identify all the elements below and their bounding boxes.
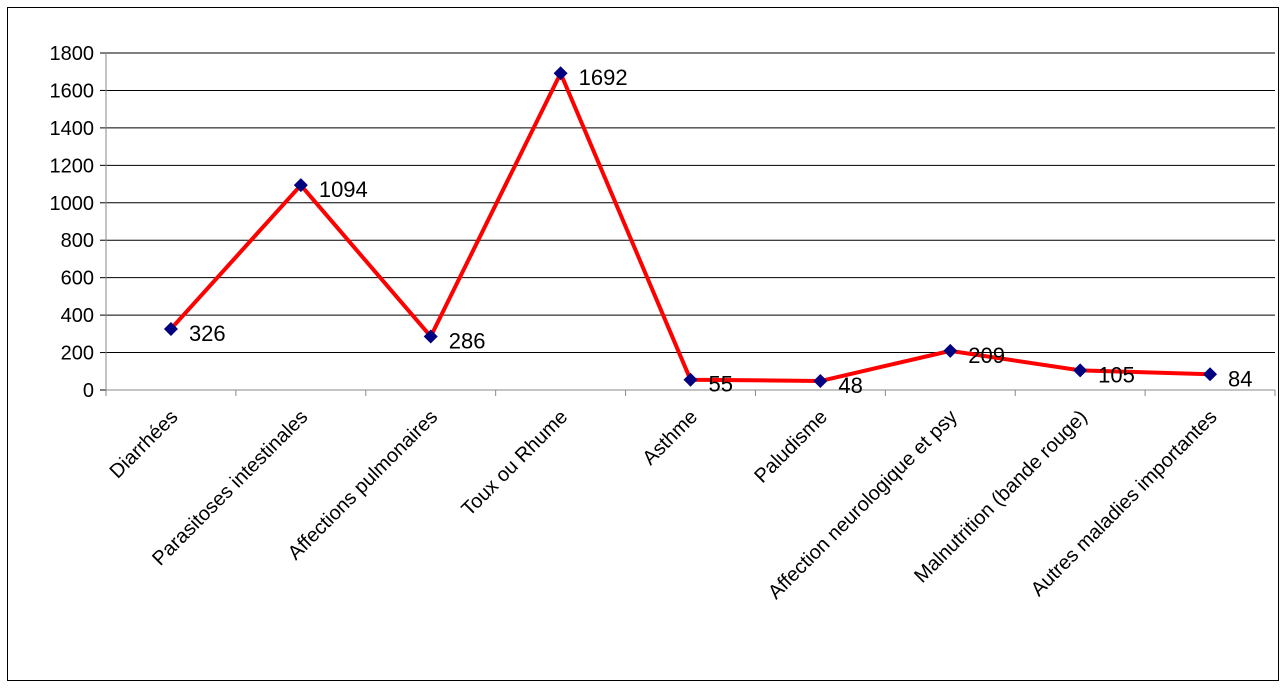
y-tick-label: 0 xyxy=(83,380,94,402)
data-point-marker xyxy=(163,321,178,336)
data-label: 1094 xyxy=(319,177,368,202)
data-point-marker xyxy=(423,329,438,344)
series-line-layer xyxy=(169,71,1211,384)
data-point-marker xyxy=(553,66,568,81)
data-point-marker xyxy=(813,374,828,389)
series-line xyxy=(169,71,1211,384)
y-tick-label: 800 xyxy=(61,230,94,252)
data-label: 286 xyxy=(449,328,486,353)
chart-frame: 0 200 400 600 800 1000 1200 1400 1600 1800 Diarrh… xyxy=(7,7,1279,681)
axes xyxy=(100,52,1276,396)
data-label: 55 xyxy=(709,372,733,397)
y-tick-labels: 0 200 400 600 800 1000 1200 1400 1600 1800 xyxy=(50,43,95,402)
line-chart: 0 200 400 600 800 1000 1200 1400 1600 1800 Diarrh… xyxy=(50,43,1276,604)
y-tick-label: 1400 xyxy=(50,118,95,140)
y-tick-label: 1200 xyxy=(50,155,95,177)
y-tick-label: 200 xyxy=(61,343,94,365)
data-point-marker xyxy=(1203,367,1218,382)
data-labels: 326 1094 286 1692 55 48 209 105 84 xyxy=(189,65,1253,398)
y-tick-label: 1600 xyxy=(50,80,95,102)
data-label: 1692 xyxy=(579,65,628,90)
data-markers xyxy=(163,66,1218,389)
x-category-label: Toux ou Rhume xyxy=(458,406,573,521)
data-label: 84 xyxy=(1228,366,1252,391)
data-label: 209 xyxy=(968,343,1005,368)
y-tick-label: 600 xyxy=(61,268,94,290)
x-category-label: Diarrhées xyxy=(106,406,183,483)
x-category-label: Asthme xyxy=(639,406,703,470)
x-category-label: Paludisme xyxy=(750,406,832,488)
data-point-marker xyxy=(293,178,308,193)
data-point-marker xyxy=(943,343,958,358)
gridlines xyxy=(106,52,1275,354)
data-label: 105 xyxy=(1098,362,1135,387)
data-point-marker xyxy=(1073,363,1088,378)
data-point-marker xyxy=(683,372,698,387)
y-tick-label: 1800 xyxy=(50,43,95,65)
y-tick-label: 400 xyxy=(61,305,94,327)
data-label: 326 xyxy=(189,321,226,346)
x-category-label: Affections pulmonaires xyxy=(284,406,442,564)
data-label: 48 xyxy=(838,373,862,398)
y-tick-label: 1000 xyxy=(50,193,95,215)
